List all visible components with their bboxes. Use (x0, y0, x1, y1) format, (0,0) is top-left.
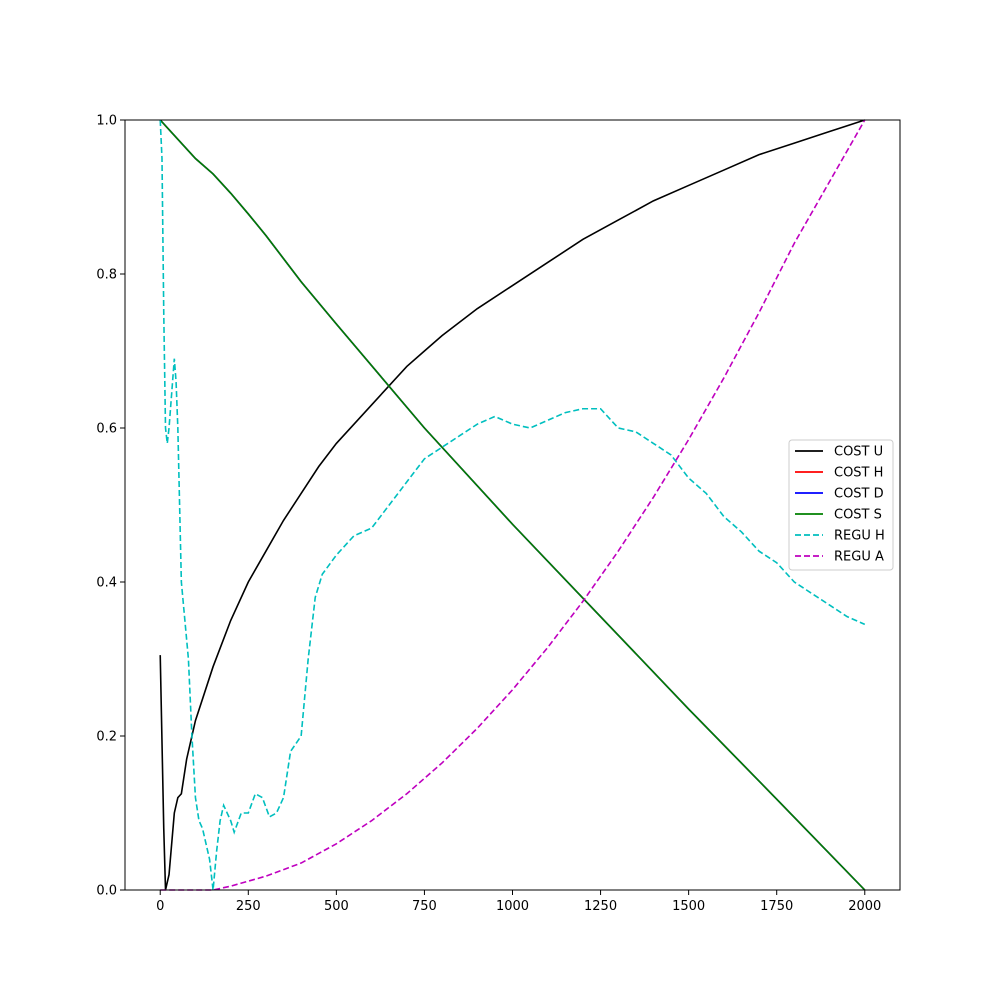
y-tick-label: 0.2 (96, 730, 117, 745)
x-tick-label: 1750 (760, 899, 793, 914)
x-tick-label: 2000 (848, 899, 881, 914)
x-tick-label: 250 (236, 899, 261, 914)
legend: COST U COST H COST D COST S REGU H REGU A (788, 439, 894, 571)
series-line-regu-h (159, 119, 866, 891)
legend-label: COST H (834, 466, 883, 481)
y-tick-label: 1.0 (96, 114, 117, 129)
legend-label: COST U (834, 445, 883, 460)
legend-label: COST D (834, 487, 884, 502)
x-tick-label: 750 (412, 899, 437, 914)
x-tick-label: 1000 (496, 899, 529, 914)
x-tick-label: 1250 (584, 899, 617, 914)
y-axis-ticks: 0.0 0.2 0.4 0.6 0.8 1.0 (96, 114, 125, 899)
series-line-cost-u (159, 119, 866, 891)
series-layer (159, 119, 866, 891)
y-tick-label: 0.0 (96, 884, 117, 899)
y-tick-label: 0.8 (96, 268, 117, 283)
x-axis-ticks: 0 250 500 750 1000 1250 1500 1750 2000 (156, 890, 881, 914)
legend-label: REGU H (834, 529, 885, 544)
x-tick-label: 0 (156, 899, 164, 914)
series-line-cost-s (159, 119, 866, 891)
y-tick-label: 0.6 (96, 422, 117, 437)
y-tick-label: 0.4 (96, 576, 117, 591)
x-tick-label: 500 (324, 899, 349, 914)
legend-label: REGU A (834, 550, 884, 565)
x-tick-label: 1500 (672, 899, 705, 914)
legend-label: COST S (834, 508, 882, 523)
